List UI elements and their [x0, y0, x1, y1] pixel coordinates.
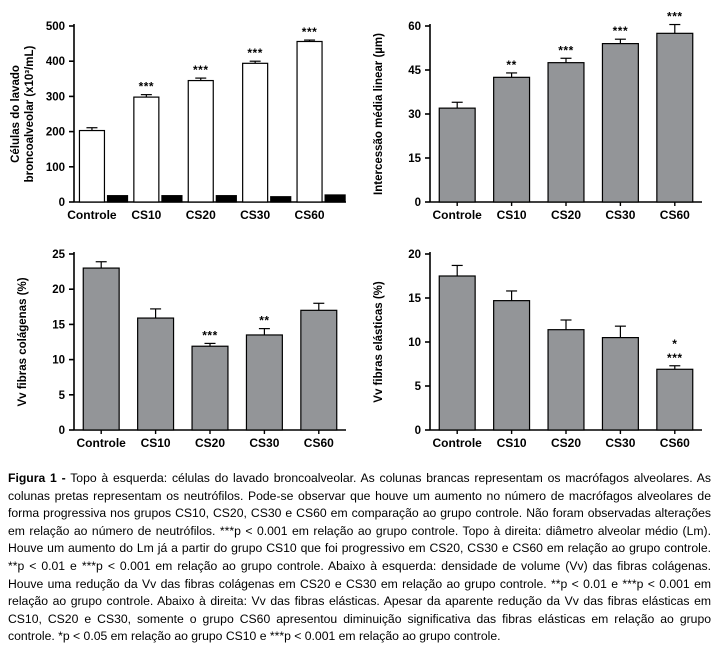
category-label: CS60 — [295, 208, 325, 222]
y-tick-label: 0 — [59, 425, 65, 437]
y-axis-label: Intercessão média linear (µm) — [373, 33, 385, 195]
category-label: CS10 — [497, 436, 527, 450]
bar-cs10-s0 — [137, 317, 175, 431]
chart-lavado-broncoalveolar: 0 100 200 300 400 500 Células do lavado broncoa… — [6, 6, 356, 236]
y-tick-label: 10 — [408, 337, 421, 349]
bar-controle-s0 — [438, 107, 476, 203]
significance-marker: *** — [667, 10, 683, 24]
y-axis-label: Células do lavado — [10, 65, 22, 163]
y-tick-label: 0 — [59, 197, 65, 209]
bar-cs60-s0 — [656, 368, 694, 431]
bar-cs20-s0 — [191, 345, 229, 431]
category-label: Controle — [77, 436, 127, 450]
category-label: CS20 — [551, 208, 581, 222]
category-label: Controle — [67, 208, 117, 222]
y-tick-label: 100 — [46, 162, 65, 174]
category-label: Controle — [433, 208, 483, 222]
significance-marker: * — [672, 337, 677, 351]
bar-cs60-s0 — [656, 32, 694, 203]
significance-marker: ** — [259, 314, 269, 328]
category-label: CS30 — [249, 436, 279, 450]
y-tick-label: 20 — [52, 284, 65, 296]
y-tick-label: 20 — [408, 249, 421, 261]
chart-svg-intercessao-media-linear: 0 15 30 45 60 Intercessão média linear (µm) Co… — [373, 10, 702, 222]
y-tick-label: 500 — [46, 21, 65, 33]
y-tick-label: 25 — [52, 249, 65, 261]
category-label: CS20 — [195, 436, 225, 450]
y-axis-label: Vv fibras colágenas (%) — [17, 277, 29, 406]
significance-marker: *** — [247, 46, 263, 60]
y-tick-label: 300 — [46, 91, 65, 103]
y-axis-label: Vv fibras elásticas (%) — [373, 281, 385, 403]
significance-marker: *** — [302, 25, 318, 39]
category-label: CS60 — [660, 436, 690, 450]
significance-marker: ** — [506, 58, 516, 72]
bar-cs30-s0 — [601, 336, 639, 431]
category-label: CS10 — [141, 436, 171, 450]
significance-marker: *** — [139, 80, 155, 94]
bar-cs10-s0 — [493, 76, 531, 203]
category-label: CS30 — [605, 436, 635, 450]
y-tick-label: 10 — [52, 355, 65, 367]
y-tick-label: 60 — [408, 21, 421, 33]
bar-controle-s0 — [438, 275, 476, 431]
category-label: CS30 — [605, 208, 635, 222]
y-tick-label: 0 — [415, 425, 421, 437]
bar-controle-s1 — [106, 195, 129, 203]
bar-controle-s0 — [78, 129, 106, 203]
y-tick-label: 0 — [415, 197, 421, 209]
significance-marker: *** — [667, 351, 683, 365]
chart-vv-fibras-colagenas: 0 5 10 15 20 25 Vv fibras colágenas (%) Control… — [6, 234, 356, 464]
y-tick-label: 15 — [52, 319, 65, 331]
category-label: CS30 — [240, 208, 270, 222]
bar-cs20-s1 — [215, 195, 237, 203]
y-tick-label: 15 — [408, 153, 421, 165]
y-axis-label: broncoalveolar (x10³/mL) — [24, 45, 36, 182]
category-label: CS20 — [551, 436, 581, 450]
bar-cs10-s1 — [161, 195, 183, 203]
chart-intercessao-media-linear: 0 15 30 45 60 Intercessão média linear (µm) Co… — [362, 6, 712, 236]
bar-cs60-s0 — [296, 40, 323, 203]
bar-cs20-s0 — [187, 79, 214, 203]
significance-marker: *** — [613, 24, 629, 38]
bar-cs60-s0 — [300, 309, 338, 431]
bar-cs30-s0 — [601, 42, 639, 203]
figure-caption: Figura 1 - Topo à esquerda: células do l… — [8, 470, 711, 646]
category-label: CS60 — [660, 208, 690, 222]
y-tick-label: 5 — [59, 390, 66, 402]
y-tick-label: 30 — [408, 109, 421, 121]
bar-cs30-s0 — [245, 334, 283, 431]
category-label: CS20 — [186, 208, 216, 222]
chart-svg-vv-fibras-colagenas: 0 5 10 15 20 25 Vv fibras colágenas (%) Control… — [17, 249, 346, 450]
y-tick-label: 45 — [408, 65, 421, 77]
category-label: CS60 — [304, 436, 334, 450]
bar-cs20-s0 — [547, 62, 585, 203]
category-label: CS10 — [131, 208, 161, 222]
significance-marker: *** — [202, 328, 218, 342]
category-label: CS10 — [497, 208, 527, 222]
y-tick-label: 15 — [408, 293, 421, 305]
chart-vv-fibras-elasticas: 0 5 10 15 20 Vv fibras elásticas (%) Controle C… — [362, 234, 712, 464]
figure-caption-text: Topo à esquerda: células do lavado bronc… — [8, 471, 711, 644]
significance-marker: *** — [193, 63, 209, 77]
chart-svg-lavado-broncoalveolar: 0 100 200 300 400 500 Células do lavado broncoa… — [10, 21, 346, 222]
y-tick-label: 200 — [46, 127, 65, 139]
bar-cs30-s1 — [270, 196, 292, 203]
y-tick-label: 5 — [415, 381, 422, 393]
figure-caption-label: Figura 1 - — [8, 471, 66, 485]
category-label: Controle — [433, 436, 483, 450]
bar-cs20-s0 — [547, 329, 585, 431]
bar-controle-s0 — [82, 267, 120, 431]
bar-cs60-s1 — [324, 194, 346, 203]
significance-marker: *** — [558, 43, 574, 57]
bar-cs10-s0 — [493, 300, 531, 431]
y-tick-label: 400 — [46, 56, 65, 68]
bar-cs10-s0 — [133, 96, 160, 203]
bar-cs30-s0 — [242, 62, 269, 203]
chart-svg-vv-fibras-elasticas: 0 5 10 15 20 Vv fibras elásticas (%) Controle C… — [373, 249, 702, 450]
